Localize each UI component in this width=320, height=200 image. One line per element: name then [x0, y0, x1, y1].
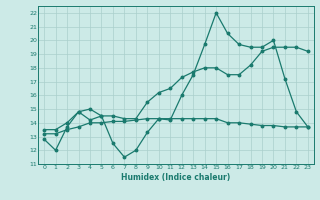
X-axis label: Humidex (Indice chaleur): Humidex (Indice chaleur) [121, 173, 231, 182]
